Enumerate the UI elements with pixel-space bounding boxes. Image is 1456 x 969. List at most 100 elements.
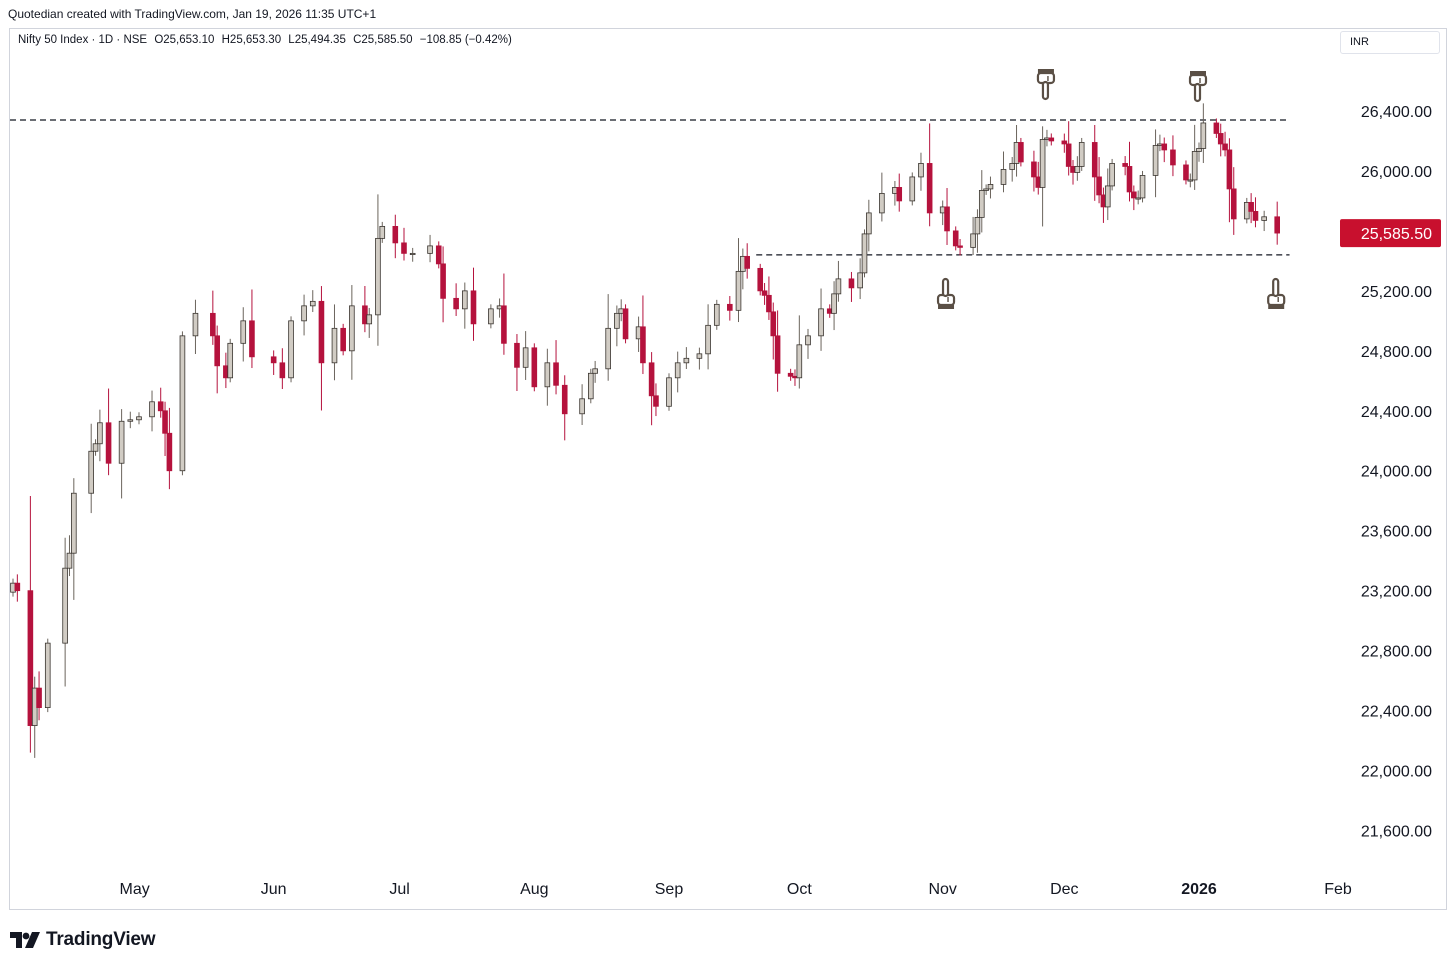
candle-body bbox=[983, 188, 989, 191]
ohlc-change: −108.85 (−0.42%) bbox=[419, 34, 512, 46]
candle bbox=[1261, 210, 1267, 232]
candle bbox=[696, 347, 703, 370]
candle bbox=[1230, 167, 1237, 235]
candle bbox=[105, 388, 112, 476]
time-tick-label: Oct bbox=[787, 881, 812, 898]
candle bbox=[435, 241, 442, 269]
candle-body bbox=[770, 311, 777, 337]
candle bbox=[974, 209, 981, 253]
candle bbox=[210, 290, 216, 345]
hand-pointing-up-icon bbox=[1267, 277, 1286, 309]
candle-body bbox=[553, 362, 559, 386]
currency-selector[interactable]: INR bbox=[1340, 31, 1440, 54]
candle-body bbox=[392, 225, 399, 244]
candle bbox=[605, 294, 611, 381]
candle-body bbox=[1230, 188, 1237, 220]
price-axis[interactable]: 26,400.00 26,000.00 25,200.00 24,800.00 24,4… bbox=[1340, 104, 1441, 841]
candle-body bbox=[1091, 142, 1098, 178]
candle bbox=[1061, 133, 1068, 153]
candle bbox=[918, 152, 924, 191]
hand-cuff bbox=[1268, 305, 1285, 309]
candle bbox=[362, 286, 368, 333]
candle-body bbox=[210, 312, 216, 337]
candle bbox=[249, 289, 255, 369]
time-axis[interactable]: May Jun Jul Aug Sep Oct Nov Dec 2026 Feb bbox=[120, 881, 1352, 898]
candle bbox=[944, 188, 950, 245]
candle bbox=[735, 238, 742, 323]
candle bbox=[88, 423, 94, 514]
hand-cuff bbox=[938, 305, 955, 309]
candle bbox=[379, 221, 386, 243]
candle-body bbox=[1061, 140, 1068, 145]
tradingview-logo: TradingView bbox=[10, 929, 156, 951]
candle bbox=[1200, 103, 1207, 164]
candle bbox=[848, 271, 855, 302]
candle bbox=[1074, 156, 1081, 181]
time-tick-label: Jun bbox=[261, 881, 287, 898]
candle-body bbox=[1065, 143, 1072, 167]
chart-frame bbox=[9, 28, 1447, 910]
candle-body bbox=[674, 362, 681, 379]
candle-body bbox=[1161, 143, 1168, 151]
time-tick-label: May bbox=[120, 881, 150, 898]
candle-body bbox=[1226, 149, 1233, 190]
candle bbox=[1104, 168, 1111, 221]
candle-body bbox=[561, 384, 568, 415]
candle-body bbox=[835, 278, 842, 295]
candle-body bbox=[879, 193, 885, 214]
candle-body bbox=[774, 335, 781, 374]
last-price-tag: 25,585.50 bbox=[1340, 219, 1441, 248]
candle-body bbox=[848, 278, 855, 289]
candle-body bbox=[987, 184, 994, 190]
candle bbox=[1126, 141, 1133, 202]
candle bbox=[757, 263, 764, 296]
candle bbox=[1131, 185, 1137, 211]
candle bbox=[1248, 193, 1254, 224]
candle-body bbox=[1048, 137, 1055, 142]
candle bbox=[1196, 142, 1202, 162]
candle-body bbox=[97, 422, 103, 445]
candle-body bbox=[149, 401, 155, 418]
candle bbox=[1252, 197, 1259, 228]
candle bbox=[401, 227, 407, 261]
ohlc-low: L25,494.35 bbox=[288, 34, 346, 46]
symbol-legend[interactable]: Nifty 50 Index · 1D · NSE O25,653.10 H25… bbox=[18, 34, 516, 46]
candle bbox=[861, 229, 868, 278]
candle bbox=[14, 574, 21, 602]
candle-body bbox=[653, 395, 659, 407]
price-tick-label: 22,800.00 bbox=[1361, 644, 1432, 661]
candle-body bbox=[944, 206, 950, 232]
candle bbox=[71, 478, 77, 600]
candle-body bbox=[462, 290, 468, 310]
candle-body bbox=[666, 377, 672, 407]
candle-body bbox=[349, 305, 355, 352]
candle-body bbox=[249, 320, 255, 358]
candle bbox=[488, 304, 494, 329]
candle bbox=[1170, 135, 1176, 177]
candle-body bbox=[401, 242, 407, 254]
candle-body bbox=[270, 356, 277, 364]
candle bbox=[149, 390, 155, 432]
candle bbox=[192, 299, 199, 354]
candle bbox=[1122, 156, 1128, 176]
candle-body bbox=[1200, 122, 1207, 149]
candle bbox=[727, 296, 733, 321]
candle-body bbox=[14, 582, 21, 592]
annotations bbox=[936, 69, 1286, 309]
symbol-title: Nifty 50 Index · 1D · NSE bbox=[18, 34, 148, 46]
candle-body bbox=[1078, 142, 1085, 167]
candle-body bbox=[214, 335, 220, 367]
candle-body bbox=[36, 687, 42, 708]
candle bbox=[1009, 157, 1015, 182]
candle-body bbox=[1109, 163, 1115, 187]
candles bbox=[10, 103, 1280, 758]
candle bbox=[592, 360, 598, 383]
candle-body bbox=[1074, 166, 1081, 173]
candle bbox=[309, 290, 316, 313]
candle-body bbox=[375, 237, 381, 316]
candle bbox=[1091, 124, 1098, 201]
candle bbox=[392, 214, 399, 259]
candle bbox=[1039, 126, 1046, 227]
candle bbox=[1191, 124, 1198, 190]
